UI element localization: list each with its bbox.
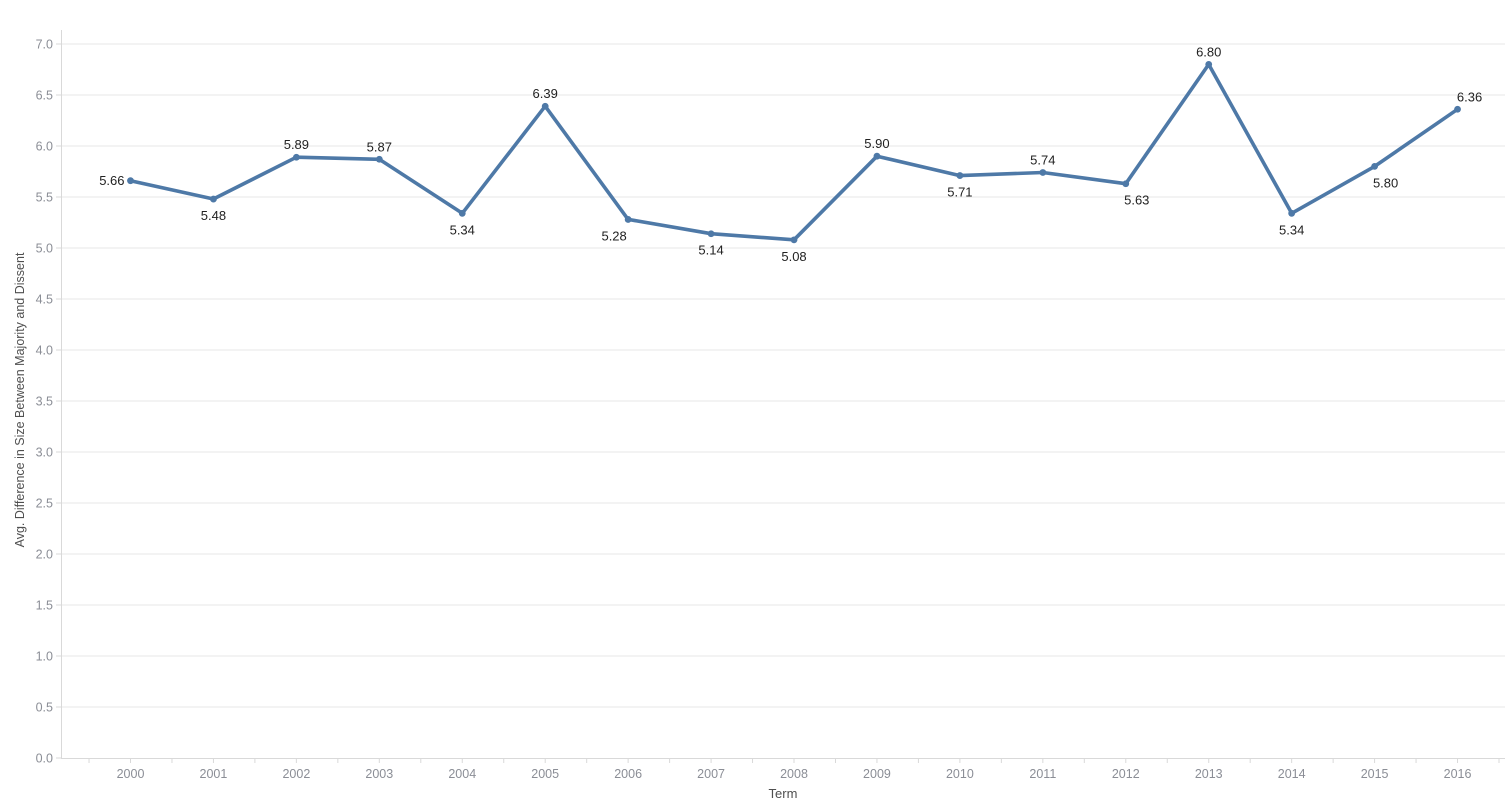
data-point-marker[interactable] [624, 216, 632, 223]
x-tick-label: 2012 [1112, 767, 1140, 781]
y-tick-label: 0.0 [36, 752, 53, 766]
data-point-marker[interactable] [458, 209, 466, 217]
data-point-marker[interactable] [292, 153, 300, 161]
point-label: 5.34 [450, 222, 475, 237]
y-tick-label: 4.5 [36, 293, 53, 307]
point-label: 5.80 [1373, 175, 1398, 190]
x-tick-label: 2009 [863, 767, 891, 781]
x-tick-label: 2013 [1195, 767, 1223, 781]
data-point-marker[interactable] [1039, 169, 1047, 176]
point-label: 5.89 [284, 137, 309, 152]
y-tick-label: 1.0 [36, 650, 53, 664]
point-label: 5.28 [601, 228, 626, 243]
data-point-marker[interactable] [707, 230, 715, 238]
x-axis-title: Term [769, 786, 798, 801]
axes-layer [56, 30, 1505, 763]
point-label: 5.74 [1030, 153, 1055, 168]
point-label: 5.87 [367, 139, 392, 154]
data-point-marker[interactable] [956, 172, 964, 179]
x-tick-label: 2008 [780, 767, 808, 781]
data-point-marker[interactable] [541, 102, 549, 110]
point-label: 5.90 [864, 136, 889, 151]
data-point-marker[interactable] [1122, 180, 1130, 188]
point-label: 6.80 [1196, 44, 1221, 59]
x-tick-label: 2003 [365, 767, 393, 781]
point-label: 5.14 [698, 243, 723, 258]
y-tick-label: 0.5 [36, 701, 53, 715]
point-label: 6.36 [1457, 89, 1482, 104]
point-label: 5.71 [947, 185, 972, 200]
point-label: 5.08 [781, 249, 806, 264]
y-axis-title: Avg. Difference in Size Between Majority… [13, 252, 27, 547]
y-tick-label: 6.5 [36, 89, 53, 103]
data-point-marker[interactable] [790, 236, 798, 244]
gridlines-layer [61, 43, 1505, 708]
x-tick-label: 2015 [1361, 767, 1389, 781]
y-tick-label: 5.0 [36, 242, 53, 256]
x-tick-label: 2006 [614, 767, 642, 781]
series-layer [127, 61, 1461, 244]
point-labels-layer: 5.66 5.48 5.89 5.87 5.34 6.39 5.28 5.14 5.08 5.90… [99, 44, 1482, 263]
y-tick-label: 1.5 [36, 599, 53, 613]
data-point-marker[interactable] [210, 195, 217, 203]
x-tick-label: 2004 [448, 767, 476, 781]
y-tick-label: 2.0 [36, 548, 53, 562]
y-tick-label: 7.0 [36, 38, 53, 52]
x-tick-label: 2007 [697, 767, 725, 781]
x-tick-label: 2014 [1278, 767, 1306, 781]
data-point-marker[interactable] [1205, 61, 1213, 68]
point-label: 5.34 [1279, 222, 1304, 237]
y-tick-label: 3.5 [36, 395, 53, 409]
data-point-marker[interactable] [1288, 209, 1296, 217]
data-point-marker[interactable] [127, 177, 134, 185]
data-point-marker[interactable] [375, 155, 383, 163]
data-point-marker[interactable] [1454, 105, 1461, 113]
x-tick-label: 2002 [282, 767, 310, 781]
y-tick-label: 4.0 [36, 344, 53, 358]
x-tick-label: 2016 [1444, 767, 1472, 781]
data-point-marker[interactable] [1371, 163, 1378, 170]
y-tick-label: 2.5 [36, 497, 53, 511]
data-point-marker[interactable] [873, 152, 881, 160]
x-tick-label: 2005 [531, 767, 559, 781]
series-line[interactable] [128, 62, 1460, 242]
point-label: 5.63 [1124, 193, 1149, 208]
x-tick-label: 2001 [200, 767, 228, 781]
point-label: 6.39 [533, 86, 558, 101]
x-tick-label: 2010 [946, 767, 974, 781]
point-label: 5.48 [201, 208, 226, 223]
x-tick-label: 2000 [117, 767, 145, 781]
x-tick-label: 2011 [1029, 767, 1056, 781]
tick-labels-layer: 0.0 0.5 1.0 1.5 2.0 2.5 3.0 3.5 4.0 4.5 5.0 5.5 6.0 6… [36, 38, 1472, 782]
y-tick-label: 3.0 [36, 446, 53, 460]
y-tick-label: 5.5 [36, 191, 53, 205]
y-tick-label: 6.0 [36, 140, 53, 154]
point-label: 5.66 [99, 173, 124, 188]
